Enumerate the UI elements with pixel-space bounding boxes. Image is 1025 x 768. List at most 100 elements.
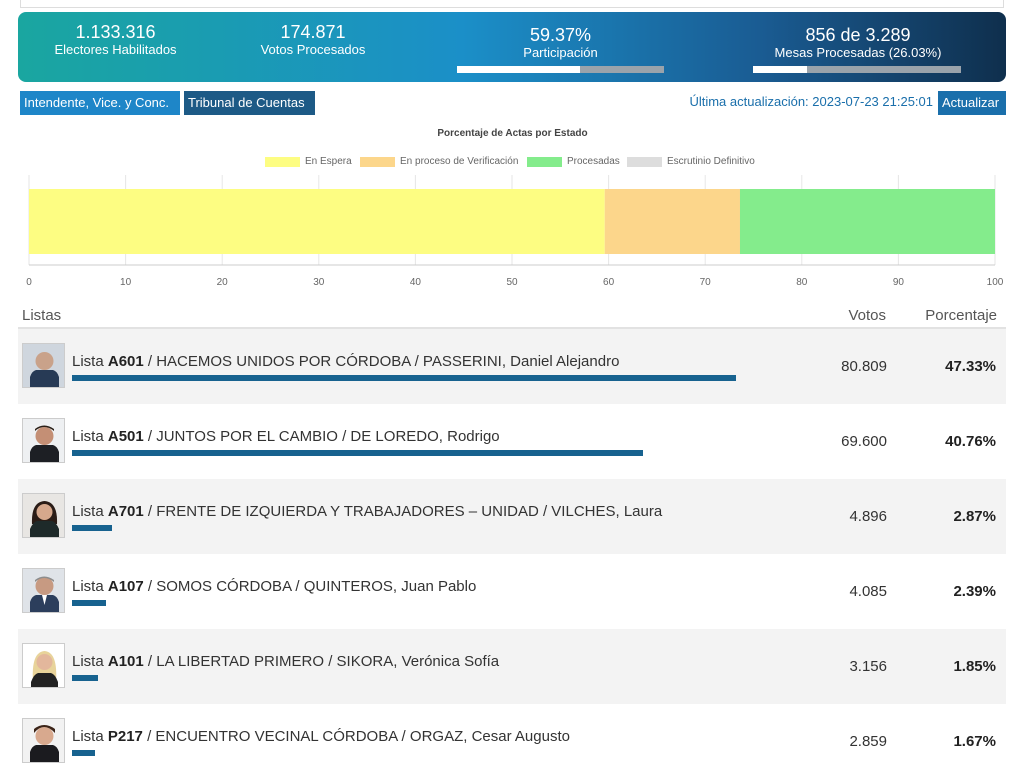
list-prefix: Lista: [72, 728, 104, 745]
stat-participacion-value: 59.37%: [529, 25, 592, 45]
votes-count: 2.859: [849, 733, 887, 750]
list-prefix: Lista: [72, 503, 104, 520]
table-row: Lista A601 / HACEMOS UNIDOS POR CÓRDOBA …: [18, 329, 1006, 404]
candidate-avatar: [22, 643, 65, 688]
list-description: / FRENTE DE IZQUIERDA Y TRABAJADORES – U…: [143, 503, 663, 520]
stat-electores: 1.133.316 Electores Habilitados: [38, 22, 193, 58]
table-row: Lista A107 / SOMOS CÓRDOBA / QUINTEROS, …: [18, 554, 1006, 629]
x-tick-label: 20: [217, 277, 229, 288]
list-prefix: Lista: [72, 653, 104, 670]
x-tick-label: 60: [603, 277, 615, 288]
stat-votos-value: 174.871: [280, 22, 346, 42]
x-tick-label: 0: [26, 277, 32, 288]
votes-count: 4.896: [849, 508, 887, 525]
list-prefix: Lista: [72, 428, 104, 445]
vote-percentage: 2.39%: [953, 583, 996, 600]
vote-share-bar: [72, 750, 96, 756]
column-header-votos: Votos: [848, 307, 886, 324]
actas-stacked-bar-chart: 0 10 20 30 40 50 60 70 80 90 100: [26, 175, 1004, 288]
candidate-avatar: [22, 493, 65, 538]
list-code: A107: [107, 578, 144, 595]
vote-share-bar: [72, 675, 98, 681]
column-header-porcentaje: Porcentaje: [925, 307, 997, 324]
person-icon: [23, 569, 64, 612]
list-label[interactable]: Lista A501 / JUNTOS POR EL CAMBIO / DE L…: [72, 428, 500, 445]
vote-percentage: 2.87%: [953, 508, 996, 525]
stat-electores-value: 1.133.316: [75, 22, 156, 42]
person-icon: [23, 494, 64, 537]
participacion-progress-fill: [457, 66, 580, 73]
list-code: A101: [107, 653, 144, 670]
stat-votos: 174.871 Votos Procesados: [238, 22, 388, 58]
x-tick-label: 40: [410, 277, 422, 288]
mesas-progress-bar: [753, 66, 961, 73]
x-tick-label: 80: [796, 277, 808, 288]
x-tick-label: 50: [506, 277, 518, 288]
table-row: Lista A701 / FRENTE DE IZQUIERDA Y TRABA…: [18, 479, 1006, 554]
stat-votos-label: Votos Procesados: [260, 42, 366, 57]
candidate-avatar: [22, 568, 65, 613]
last-updated-text: Última actualización: 2023-07-23 21:25:0…: [689, 94, 933, 109]
votes-count: 3.156: [849, 658, 887, 675]
candidate-avatar: [22, 718, 65, 763]
person-icon: [23, 719, 64, 762]
refresh-button[interactable]: Actualizar: [938, 91, 1006, 115]
results-table: Lista A601 / HACEMOS UNIDOS POR CÓRDOBA …: [18, 327, 1006, 768]
vote-share-bar: [72, 450, 644, 456]
list-code: A701: [107, 503, 144, 520]
list-label[interactable]: Lista A701 / FRENTE DE IZQUIERDA Y TRABA…: [72, 503, 662, 520]
stat-mesas: 856 de 3.289 Mesas Procesadas (26.03%): [748, 25, 968, 61]
stat-mesas-value: 856 de 3.289: [805, 25, 911, 45]
list-description: / HACEMOS UNIDOS POR CÓRDOBA / PASSERINI…: [143, 353, 620, 370]
list-label[interactable]: Lista A101 / LA LIBERTAD PRIMERO / SIKOR…: [72, 653, 499, 670]
list-description: / JUNTOS POR EL CAMBIO / DE LOREDO, Rodr…: [143, 428, 500, 445]
list-code: A501: [107, 428, 144, 445]
table-row: Lista A101 / LA LIBERTAD PRIMERO / SIKOR…: [18, 629, 1006, 704]
x-tick-label: 100: [987, 277, 1004, 288]
chart-title: Porcentaje de Actas por Estado: [437, 128, 588, 139]
list-code: P217: [107, 728, 143, 745]
list-description: / SOMOS CÓRDOBA / QUINTEROS, Juan Pablo: [143, 578, 477, 595]
tab-intendente[interactable]: Intendente, Vice. y Conc.: [20, 91, 180, 115]
list-prefix: Lista: [72, 353, 104, 370]
x-tick-label: 70: [700, 277, 712, 288]
votes-count: 69.600: [841, 433, 887, 450]
legend-swatch-en-proceso: [360, 156, 395, 167]
votes-count: 80.809: [841, 358, 887, 375]
vote-percentage: 1.85%: [953, 658, 996, 675]
bar-segment-procesadas: [739, 189, 995, 254]
stat-mesas-label: Mesas Procesadas (26.03%): [774, 45, 942, 60]
list-description: / ENCUENTRO VECINAL CÓRDOBA / ORGAZ, Ces…: [142, 728, 570, 745]
list-label[interactable]: Lista P217 / ENCUENTRO VECINAL CÓRDOBA /…: [72, 728, 570, 745]
person-icon: [23, 344, 64, 387]
legend-item-escrutinio-definitivo[interactable]: Escrutinio Definitivo: [627, 156, 755, 167]
stat-participacion-label: Participación: [523, 45, 598, 60]
vote-percentage: 40.76%: [945, 433, 996, 450]
legend-swatch-en-espera: [265, 156, 300, 167]
vote-share-bar: [72, 600, 106, 606]
legend-label-en-proceso: En proceso de Verificación: [400, 156, 519, 167]
candidate-avatar: [22, 418, 65, 463]
legend-label-en-espera: En Espera: [305, 156, 352, 167]
top-strip: [20, 0, 1004, 8]
person-icon: [23, 419, 64, 462]
legend-item-en-proceso[interactable]: En proceso de Verificación: [360, 156, 518, 167]
x-tick-label: 10: [120, 277, 132, 288]
legend-swatch-escrutinio: [627, 156, 662, 167]
list-label[interactable]: Lista A107 / SOMOS CÓRDOBA / QUINTEROS, …: [72, 578, 476, 595]
legend-swatch-procesadas: [527, 156, 562, 167]
votes-count: 4.085: [849, 583, 887, 600]
tab-tribunal-de-cuentas[interactable]: Tribunal de Cuentas: [184, 91, 315, 115]
list-label[interactable]: Lista A601 / HACEMOS UNIDOS POR CÓRDOBA …: [72, 353, 619, 370]
list-code: A601: [107, 353, 144, 370]
vote-percentage: 1.67%: [953, 733, 996, 750]
stat-electores-label: Electores Habilitados: [54, 42, 177, 57]
bar-segment-en-proceso-de-verificaci-n: [604, 189, 740, 254]
legend-label-procesadas: Procesadas: [567, 156, 620, 167]
mesas-progress-fill: [753, 66, 808, 73]
legend-item-procesadas[interactable]: Procesadas: [527, 156, 620, 167]
summary-panel: 1.133.316 Electores Habilitados 174.871 …: [18, 12, 1006, 82]
list-prefix: Lista: [72, 578, 104, 595]
vote-percentage: 47.33%: [945, 358, 996, 375]
legend-item-en-espera[interactable]: En Espera: [265, 156, 352, 167]
